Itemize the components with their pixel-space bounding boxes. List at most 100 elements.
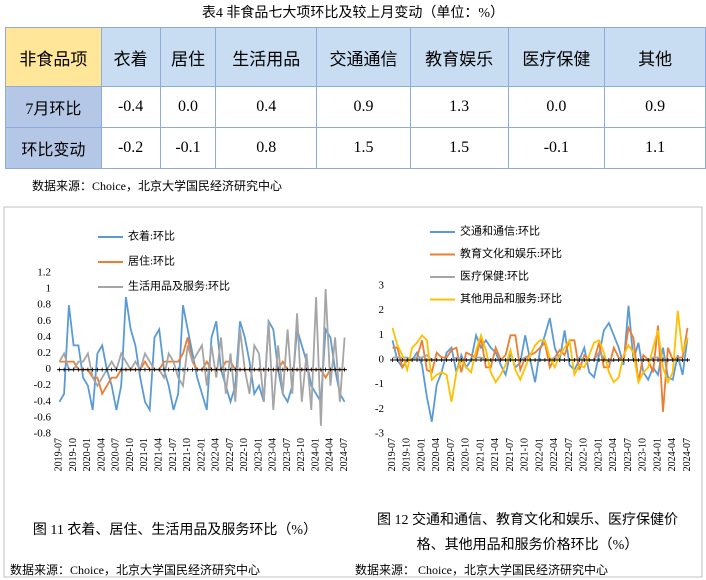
x-tick-label: 2021-01 xyxy=(139,438,150,471)
header-cell: 交通通信 xyxy=(316,27,411,87)
x-tick-label: 2022-04 xyxy=(549,438,560,471)
legend-label: 其他用品和服务:环比 xyxy=(460,292,562,305)
header-cell: 医疗保健 xyxy=(507,27,606,87)
x-tick-label: 2021-04 xyxy=(154,438,165,471)
y-tick-label: -0.4 xyxy=(34,395,52,407)
header-cell: 生活用品 xyxy=(215,27,318,87)
table-row: 环比变动 -0.2 -0.1 0.8 1.5 1.5 -0.1 1.1 xyxy=(5,127,706,169)
y-tick-label: 1 xyxy=(46,283,52,295)
y-tick-label: -0.6 xyxy=(34,411,52,423)
cell: 0.9 xyxy=(316,86,411,128)
x-tick-label: 2022-01 xyxy=(534,438,545,471)
caption-line: 格、其他用品和服务价格环比（%） xyxy=(416,538,639,553)
cell: -0.1 xyxy=(159,127,217,169)
y-tick-label: -0.8 xyxy=(34,428,52,440)
x-tick-label: 2021-10 xyxy=(182,438,193,471)
y-tick-label: 2 xyxy=(379,304,385,316)
x-tick-label: 2021-01 xyxy=(475,438,486,471)
x-tick-label: 2021-07 xyxy=(505,438,516,471)
table: 非食品项 衣着 居住 生活用品 交通通信 教育娱乐 医疗保健 其他 7月环比 -0… xyxy=(5,27,706,169)
x-tick-label: 2024-01 xyxy=(652,438,663,471)
line xyxy=(391,305,689,422)
y-tick-label: -1 xyxy=(375,378,384,390)
header-cell: 其他 xyxy=(604,27,706,87)
x-tick-label: 2020-10 xyxy=(125,438,136,471)
x-tick-label: 2021-10 xyxy=(520,438,531,471)
x-tick-label: 2024-07 xyxy=(339,438,350,471)
y-tick-label: 1 xyxy=(379,329,385,341)
cell: 1.3 xyxy=(409,86,509,128)
cell: 0.8 xyxy=(215,127,318,169)
row-label: 环比变动 xyxy=(5,127,102,169)
legend-label: 居住:环比 xyxy=(128,254,175,268)
cell: 0.0 xyxy=(159,86,217,128)
cell: 1.5 xyxy=(409,127,509,169)
x-tick-label: 2019-07 xyxy=(54,438,65,471)
y-tick-label: 1.2 xyxy=(37,267,51,279)
x-tick-label: 2023-04 xyxy=(608,438,619,471)
line xyxy=(391,310,689,403)
x-tick-label: 2022-07 xyxy=(564,438,575,471)
x-tick-label: 2022-07 xyxy=(225,438,236,471)
cell: -0.1 xyxy=(507,127,606,169)
chart-source: 数据来源：Choice，北京大学国民经济研究中心 xyxy=(10,563,260,577)
legend-label: 衣着:环比 xyxy=(128,229,175,243)
y-tick-label: 0 xyxy=(46,363,52,375)
line xyxy=(58,289,346,426)
legend-label: 交通和通信:环比 xyxy=(460,224,540,238)
legend-label: 教育文化和娱乐:环比 xyxy=(460,246,562,260)
x-tick-label: 2022-10 xyxy=(579,438,590,471)
x-tick-label: 2020-07 xyxy=(111,438,122,471)
x-tick-label: 2023-10 xyxy=(296,438,307,471)
x-tick-label: 2023-01 xyxy=(253,438,264,471)
table-source: 数据来源：Choice，北京大学国民经济研究中心 xyxy=(32,179,282,193)
x-tick-label: 2022-01 xyxy=(196,438,207,471)
caption-line: 图 12 交通和通信、教育文化和娱乐、医疗保健价 xyxy=(377,513,678,528)
x-tick-label: 2024-04 xyxy=(325,438,336,471)
x-tick-label: 2023-07 xyxy=(282,438,293,471)
legend-label: 医疗保健:环比 xyxy=(460,269,529,283)
cell: 1.1 xyxy=(604,127,706,169)
x-tick-label: 2022-10 xyxy=(239,438,250,471)
x-tick-label: 2021-04 xyxy=(490,438,501,471)
row-label: 7月环比 xyxy=(5,86,102,128)
x-tick-label: 2020-10 xyxy=(461,438,472,471)
table-header: 非食品项 衣着 居住 生活用品 交通通信 教育娱乐 医疗保健 其他 xyxy=(5,27,706,87)
header-cell: 衣着 xyxy=(100,27,161,87)
x-tick-label: 2024-07 xyxy=(682,438,693,471)
x-tick-label: 2023-04 xyxy=(268,438,279,471)
y-tick-label: 0 xyxy=(379,354,385,366)
cell: -0.2 xyxy=(100,127,161,169)
x-tick-label: 2023-07 xyxy=(623,438,634,471)
x-tick-label: 2019-10 xyxy=(68,438,79,471)
x-tick-label: 2022-04 xyxy=(211,438,222,471)
y-tick-label: 0.4 xyxy=(37,331,51,343)
x-tick-label: 2023-01 xyxy=(593,438,604,471)
x-tick-label: 2020-04 xyxy=(96,438,107,471)
x-tick-label: 2020-01 xyxy=(82,438,93,471)
x-tick-label: 2021-07 xyxy=(168,438,179,471)
chart-frame xyxy=(3,206,703,578)
y-tick-label: -3 xyxy=(375,428,385,440)
x-tick-label: 2020-07 xyxy=(446,438,457,471)
cell: 1.5 xyxy=(316,127,411,169)
y-tick-label: 0.2 xyxy=(37,347,51,359)
table-title: 表4 非食品七大项环比及较上月变动（单位：%） xyxy=(201,6,505,21)
chart-caption: 图 12 交通和通信、教育文化和娱乐、医疗保健价 格、其他用品和服务价格环比（%… xyxy=(355,508,700,558)
y-tick-label: 0.8 xyxy=(37,299,51,311)
x-tick-label: 2020-01 xyxy=(416,438,427,471)
x-tick-label: 2023-10 xyxy=(638,438,649,471)
legend-label: 生活用品及服务:环比 xyxy=(128,279,230,293)
y-tick-label: -0.2 xyxy=(34,379,51,391)
y-tick-label: 0.6 xyxy=(37,315,51,327)
y-tick-label: 3 xyxy=(379,280,385,292)
x-tick-label: 2024-01 xyxy=(310,438,321,471)
chart-source: 数据来源： Choice，北京大学国民经济研究中心 xyxy=(355,563,608,577)
chart-caption: 图 11 衣着、居住、生活用品及服务环比（%） xyxy=(32,523,318,538)
x-tick-label: 2024-04 xyxy=(667,438,678,471)
header-cell: 居住 xyxy=(159,27,217,87)
x-tick-label: 2019-07 xyxy=(387,438,398,471)
x-tick-label: 2020-04 xyxy=(431,438,442,471)
